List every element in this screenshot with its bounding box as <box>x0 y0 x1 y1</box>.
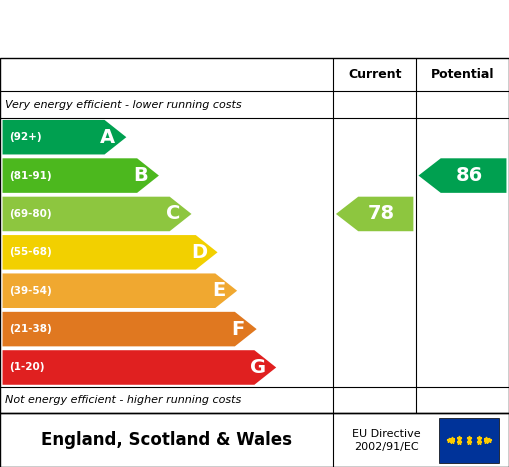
Text: C: C <box>166 205 180 223</box>
Polygon shape <box>336 197 413 231</box>
Polygon shape <box>3 197 191 231</box>
Polygon shape <box>418 158 506 193</box>
Text: E: E <box>212 281 225 300</box>
Text: F: F <box>232 319 245 339</box>
Text: B: B <box>133 166 148 185</box>
Text: (92+): (92+) <box>9 132 41 142</box>
Polygon shape <box>3 120 126 155</box>
Polygon shape <box>3 274 237 308</box>
Text: Current: Current <box>348 68 402 81</box>
Polygon shape <box>3 350 276 385</box>
Polygon shape <box>3 312 257 347</box>
Polygon shape <box>3 158 159 193</box>
Text: (39-54): (39-54) <box>9 286 51 296</box>
Text: (1-20): (1-20) <box>9 362 44 373</box>
Text: D: D <box>191 243 207 262</box>
Bar <box>439 417 499 463</box>
Text: 78: 78 <box>368 205 395 223</box>
Text: Potential: Potential <box>431 68 494 81</box>
Text: England, Scotland & Wales: England, Scotland & Wales <box>41 431 292 449</box>
Text: Not energy efficient - higher running costs: Not energy efficient - higher running co… <box>5 395 241 405</box>
Text: (55-68): (55-68) <box>9 248 51 257</box>
Text: (81-91): (81-91) <box>9 170 51 181</box>
Text: 86: 86 <box>456 166 483 185</box>
Text: Energy Efficiency Rating: Energy Efficiency Rating <box>15 19 322 39</box>
Text: G: G <box>249 358 266 377</box>
Text: A: A <box>100 127 116 147</box>
Text: EU Directive
2002/91/EC: EU Directive 2002/91/EC <box>352 429 420 452</box>
Text: (21-38): (21-38) <box>9 324 51 334</box>
Polygon shape <box>3 235 217 269</box>
Text: Very energy efficient - lower running costs: Very energy efficient - lower running co… <box>5 99 242 110</box>
Text: (69-80): (69-80) <box>9 209 51 219</box>
